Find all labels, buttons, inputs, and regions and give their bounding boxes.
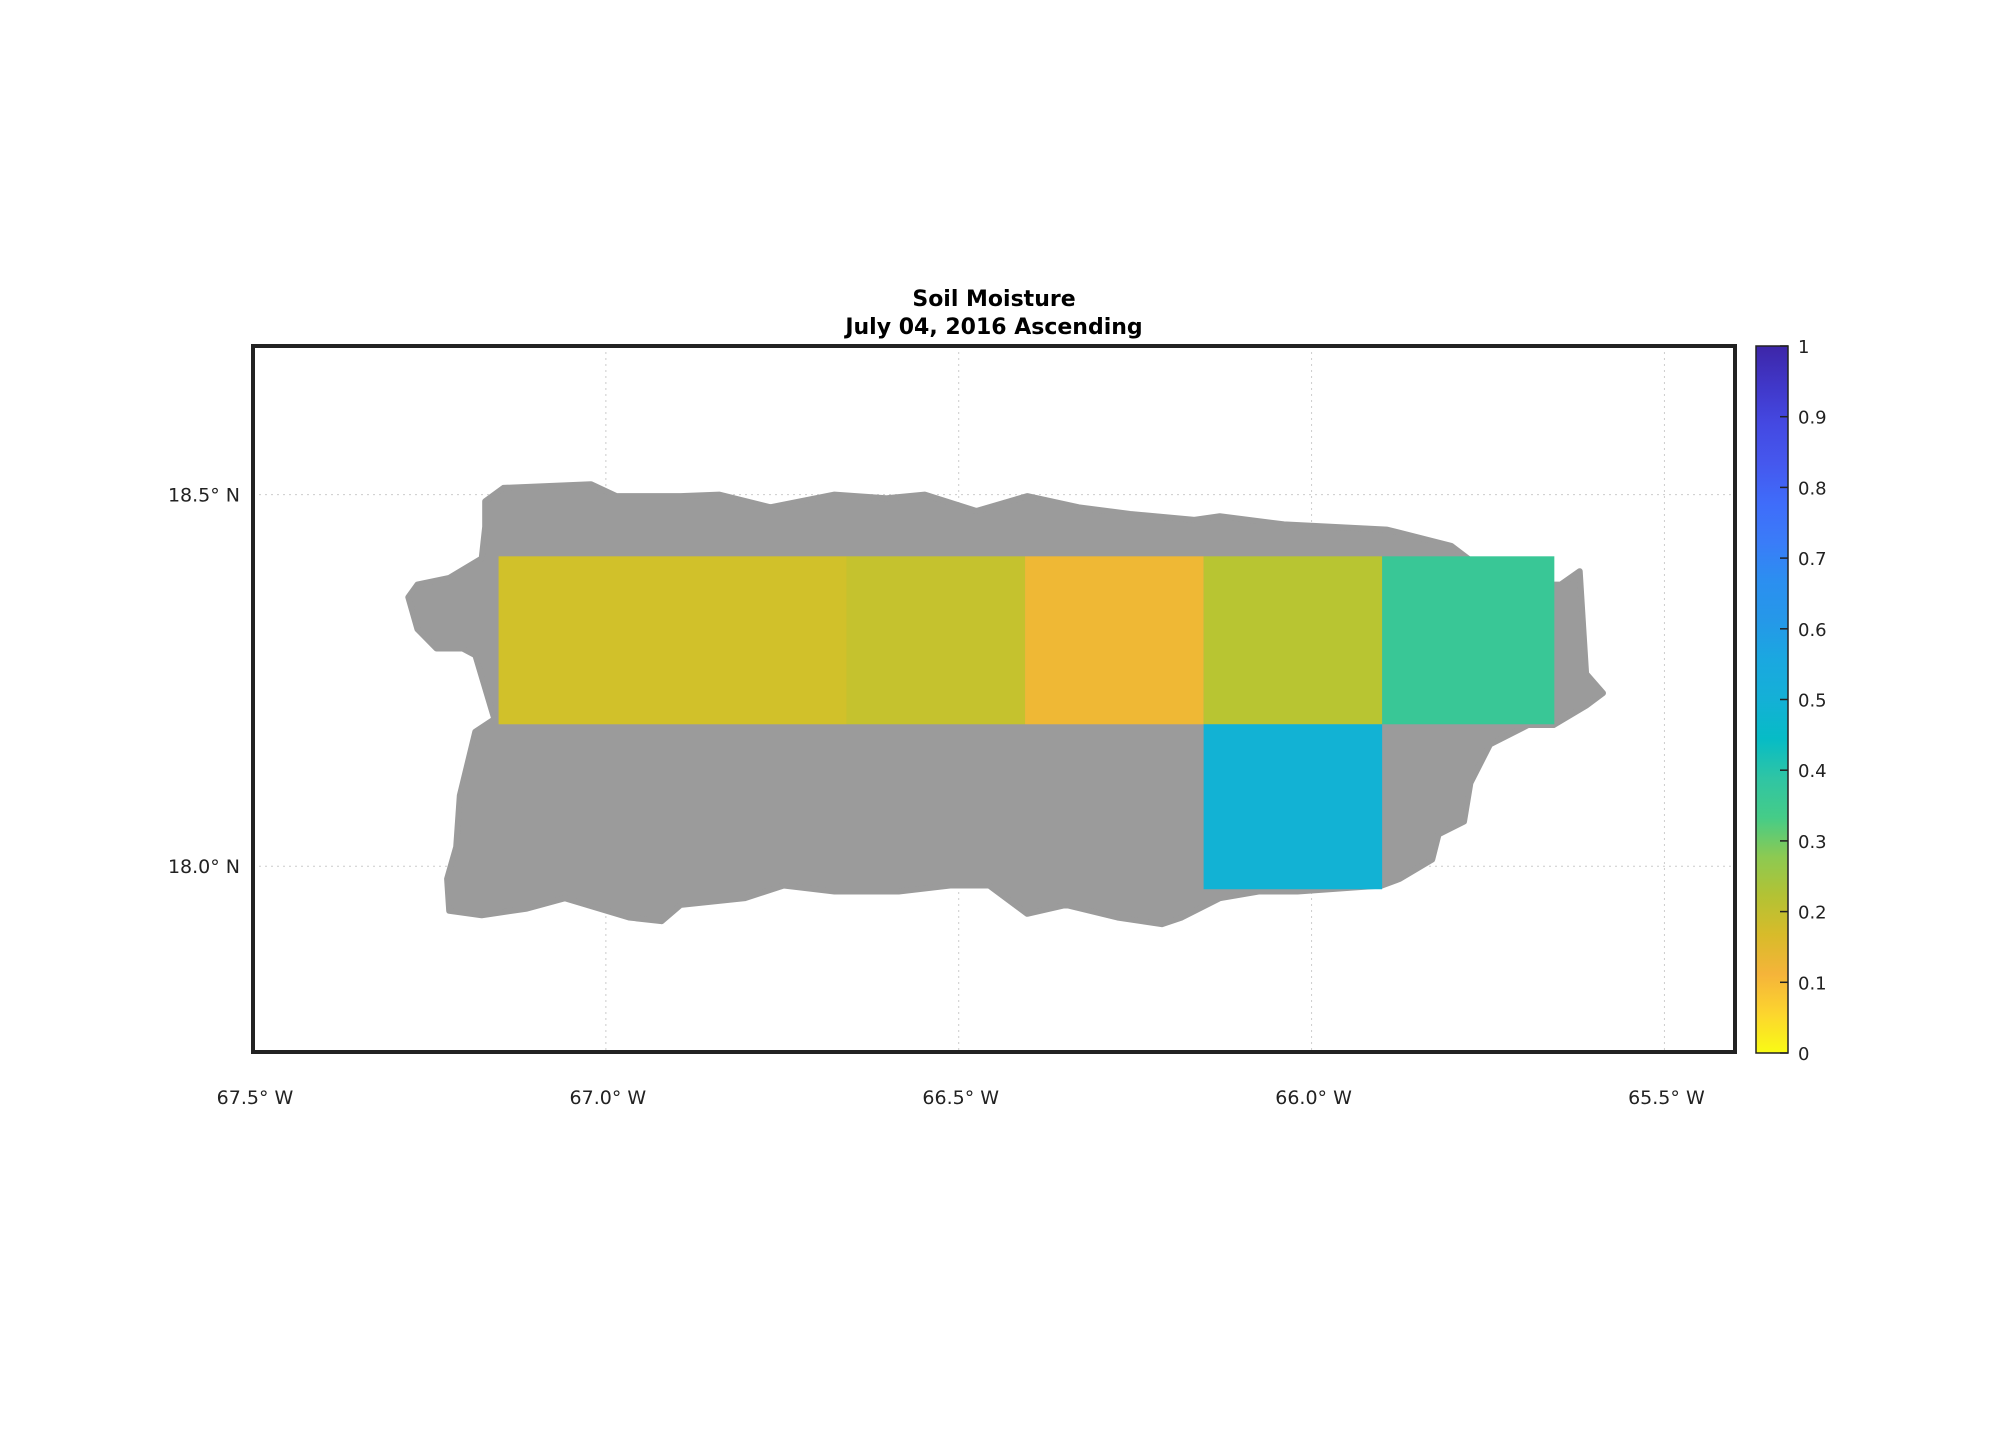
colorbar-tick-label: 0.6 <box>1798 620 1827 641</box>
colorbar-tick-label: 0.8 <box>1798 478 1827 499</box>
x-tick-label: 66.5° W <box>922 1087 999 1109</box>
soil-moisture-cell <box>846 556 1026 725</box>
colorbar-tick-label: 1 <box>1798 337 1809 358</box>
x-tick-label: 67.0° W <box>570 1087 647 1109</box>
soil-moisture-cell <box>1025 556 1204 725</box>
soil-moisture-cells <box>498 556 1555 890</box>
soil-moisture-cell <box>498 556 847 725</box>
y-tick-labels: 18.5° N 18.0° N <box>168 485 240 879</box>
soil-moisture-cell <box>1382 556 1555 725</box>
map-subtitle: July 04, 2016 Ascending <box>843 315 1142 340</box>
y-tick-label: 18.0° N <box>168 856 240 878</box>
axes-frame <box>251 344 1737 1054</box>
colorbar-tick-label: 0.4 <box>1798 761 1827 782</box>
map-title: Soil Moisture <box>912 287 1075 312</box>
x-tick-label: 65.5° W <box>1628 1087 1705 1109</box>
colorbar-tick-label: 0 <box>1798 1044 1809 1065</box>
colorbar-tick-label: 0.1 <box>1798 973 1827 994</box>
x-tick-label: 66.0° W <box>1275 1087 1352 1109</box>
colorbar-tick-label: 0.9 <box>1798 408 1827 429</box>
y-tick-label: 18.5° N <box>168 485 240 507</box>
colorbar-tick-label: 0.5 <box>1798 691 1827 712</box>
soil-moisture-cell <box>1203 556 1383 725</box>
colorbar-ticks: 0 0.1 0.2 0.3 0.4 0.5 0.6 0.7 0.8 0.9 1 <box>1780 337 1827 1065</box>
colorbar-tick-label: 0.2 <box>1798 903 1827 924</box>
colorbar-tick-label: 0.3 <box>1798 832 1827 853</box>
soil-moisture-cell <box>1203 724 1383 890</box>
x-tick-label: 67.5° W <box>217 1087 294 1109</box>
x-tick-labels: 67.5° W 67.0° W 66.5° W 66.0° W 65.5° W <box>217 1087 1705 1109</box>
colorbar-tick-label: 0.7 <box>1798 549 1827 570</box>
